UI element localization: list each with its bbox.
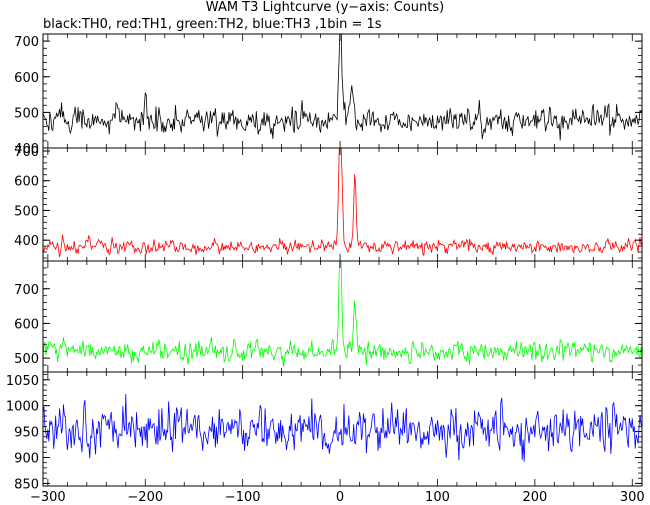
y-tick-label: 600 bbox=[14, 317, 39, 332]
panel-frame bbox=[42, 33, 643, 149]
series-line-th1 bbox=[43, 148, 642, 258]
y-tick-label: 400 bbox=[14, 142, 39, 157]
y-tick-label: 700 bbox=[14, 283, 39, 298]
series-line-th2 bbox=[43, 261, 642, 367]
y-tick-label: 600 bbox=[14, 175, 39, 190]
y-tick-label: 500 bbox=[14, 106, 39, 121]
panel-frame bbox=[42, 371, 643, 487]
x-tick-label: 200 bbox=[522, 490, 547, 505]
x-tick-label: −200 bbox=[127, 490, 163, 505]
x-tick-label: 0 bbox=[336, 490, 344, 505]
x-tick-label: 300 bbox=[620, 490, 645, 505]
y-tick-label: 850 bbox=[14, 477, 39, 492]
y-tick-label: 1050 bbox=[6, 374, 39, 389]
y-tick-label: 600 bbox=[14, 71, 39, 86]
x-tick-label: −300 bbox=[30, 490, 66, 505]
chart-subtitle: black:TH0, red:TH1, green:TH2, blue:TH3 … bbox=[43, 17, 382, 32]
y-tick-label: 700 bbox=[14, 35, 39, 50]
y-tick-label: 400 bbox=[14, 234, 39, 249]
y-tick-label: 500 bbox=[14, 204, 39, 219]
series-line-th3 bbox=[43, 394, 642, 462]
series-line-th0 bbox=[43, 34, 642, 141]
x-tick-label: 100 bbox=[425, 490, 450, 505]
y-tick-label: 950 bbox=[14, 426, 39, 441]
x-tick-label: −100 bbox=[225, 490, 261, 505]
chart-title: WAM T3 Lightcurve (y−axis: Counts) bbox=[205, 0, 445, 15]
y-tick-label: 700 bbox=[14, 145, 39, 160]
y-tick-label: 1000 bbox=[6, 400, 39, 415]
y-tick-label: 500 bbox=[14, 352, 39, 367]
y-tick-label: 900 bbox=[14, 452, 39, 467]
